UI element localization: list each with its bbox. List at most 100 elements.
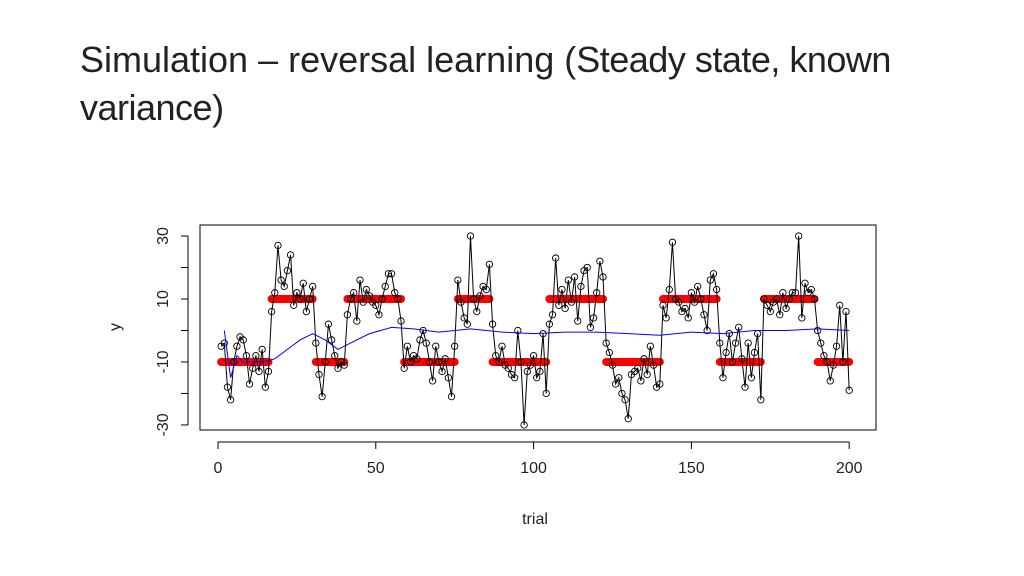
observation-point (839, 358, 847, 366)
observation-point (365, 292, 374, 300)
observation-point (621, 396, 629, 404)
observation-point (324, 320, 333, 328)
observation-point (842, 307, 850, 316)
observation-point (457, 298, 465, 306)
observation-point (602, 339, 610, 347)
y-axis-label: y (107, 323, 124, 331)
observation-point (520, 421, 528, 429)
observation-point (444, 374, 453, 382)
observation-point (731, 339, 740, 347)
observation-point (643, 370, 651, 379)
observation-point (372, 301, 380, 309)
observation-point (510, 374, 519, 382)
observation-point (735, 323, 743, 331)
observation-point (618, 389, 626, 398)
observation-point (517, 358, 525, 366)
observation-point (454, 276, 462, 284)
observation-point (813, 326, 822, 335)
observation-point (223, 383, 232, 391)
observation-point (826, 377, 834, 385)
slide-title: Simulation – reversal learning (Steady s… (80, 36, 960, 132)
x-tick-label: 0 (214, 460, 223, 477)
observation-point (340, 361, 348, 369)
observation-point (548, 311, 557, 319)
observation-point (359, 298, 367, 306)
observation-point (659, 301, 667, 309)
observation-point (321, 358, 329, 366)
title-bold: Steady state, known variance) (80, 39, 891, 128)
observation-point (305, 295, 314, 303)
observation-point (425, 358, 434, 366)
observation-point (441, 355, 449, 363)
observation-point (776, 311, 784, 319)
observation-point (564, 276, 572, 284)
observation-point (460, 314, 468, 322)
observation-point (261, 383, 269, 391)
observation-point (283, 267, 292, 275)
observation-point (400, 364, 408, 372)
observation-point (570, 273, 579, 281)
observation-point (463, 320, 471, 328)
observation-point (435, 358, 443, 366)
observation-point (574, 317, 582, 325)
observation-point (406, 358, 415, 366)
observation-point (466, 232, 475, 240)
observation-point (845, 386, 853, 394)
observation-point (362, 285, 370, 294)
observation-point (293, 289, 301, 297)
observation-point (747, 374, 755, 382)
observation-point (413, 355, 421, 363)
observation-point (795, 232, 803, 240)
observation-point (605, 348, 613, 357)
observation-point (684, 314, 692, 322)
observation-point (567, 298, 576, 306)
observation-point (640, 355, 648, 363)
observation-point (353, 317, 361, 325)
observation-point (712, 285, 721, 294)
observation-point (649, 361, 658, 369)
observation-point (703, 326, 711, 335)
observation-point (545, 320, 554, 328)
observation-point (533, 374, 541, 382)
observation-point (577, 282, 585, 291)
observation-point (583, 263, 591, 272)
observation-point (700, 311, 708, 319)
observation-point (334, 364, 342, 372)
observation-point (469, 295, 478, 303)
observation-point (239, 336, 247, 344)
observation-point (492, 352, 500, 360)
observation-point (719, 374, 727, 382)
observation-point (624, 415, 632, 423)
observation-point (381, 282, 389, 291)
observation-point (280, 282, 288, 291)
observation-point (498, 342, 506, 350)
observation-point (586, 323, 595, 331)
observation-point (343, 311, 352, 319)
observation-point (558, 285, 566, 294)
observation-point (646, 342, 655, 350)
observation-point (331, 352, 339, 360)
observation-point (286, 251, 295, 259)
observation-point (422, 339, 430, 347)
observation-point (728, 358, 737, 366)
observation-point (264, 367, 273, 376)
title-plain: Simulation – reversal learning ( (80, 39, 577, 80)
observation-point (378, 295, 386, 303)
observation-point (542, 389, 550, 398)
observation-point (757, 396, 765, 404)
y-tick-label: 30 (155, 227, 172, 245)
observation-point (315, 370, 323, 379)
x-tick-label: 100 (520, 460, 547, 477)
observation-point (596, 257, 604, 265)
plot-frame (199, 224, 877, 431)
observation-point (772, 295, 781, 303)
observation-point (791, 289, 800, 297)
observation-point (593, 289, 601, 297)
observation-point (820, 352, 828, 360)
observation-point (249, 364, 257, 372)
observation-point (722, 348, 730, 357)
observation-point (668, 238, 677, 246)
observation-point (416, 336, 424, 344)
